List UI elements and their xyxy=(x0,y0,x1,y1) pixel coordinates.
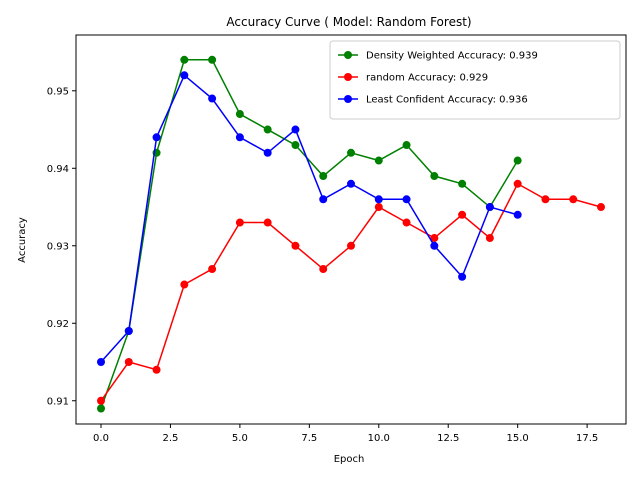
plot-area-frame xyxy=(75,34,627,425)
y-tick-label: 0.93 xyxy=(47,241,69,252)
y-tick-label: 0.95 xyxy=(47,86,69,97)
y-tick-label: 0.91 xyxy=(47,396,69,407)
data-point xyxy=(541,195,550,204)
x-tick-label: 7.5 xyxy=(301,433,317,444)
x-tick-label: 15.0 xyxy=(507,433,529,444)
data-point xyxy=(374,203,383,212)
data-point xyxy=(97,396,105,405)
data-point xyxy=(291,241,300,250)
legend-marker-swatch xyxy=(344,73,352,81)
series-line xyxy=(100,182,602,402)
data-point xyxy=(458,272,467,281)
legend-entry-label: Density Weighted Accuracy: 0.939 xyxy=(366,51,538,62)
legend-marker-swatch xyxy=(344,51,352,59)
x-axis-label: Epoch xyxy=(334,454,365,465)
data-point xyxy=(374,195,383,204)
data-point xyxy=(152,133,161,142)
data-point xyxy=(319,265,328,274)
data-point xyxy=(402,141,411,150)
data-point xyxy=(402,195,411,204)
legend-entry-label: Least Confident Accuracy: 0.936 xyxy=(366,95,528,106)
data-point xyxy=(180,71,189,80)
data-point xyxy=(513,179,522,188)
y-tick-label: 0.94 xyxy=(47,164,69,175)
data-point xyxy=(291,141,300,150)
data-point xyxy=(458,210,467,219)
series-line xyxy=(100,74,518,363)
data-point xyxy=(263,218,272,227)
data-point xyxy=(152,365,161,374)
data-point xyxy=(374,156,383,165)
legend-entry-label: random Accuracy: 0.929 xyxy=(366,73,488,84)
data-point xyxy=(513,210,522,219)
axis-ticks: 0.0 2.5 5.0 7.5 10.0 12.5 15.0 17.5 0.91 0.92 0.93… xyxy=(47,86,599,444)
legend: Density Weighted Accuracy: 0.939 random A… xyxy=(329,40,621,120)
plot-series xyxy=(97,55,605,413)
data-point xyxy=(430,172,439,181)
data-point xyxy=(263,148,272,157)
data-point xyxy=(347,241,355,250)
data-point xyxy=(458,179,467,188)
data-point xyxy=(208,94,217,103)
series-2 xyxy=(97,71,522,367)
data-point xyxy=(124,358,133,367)
x-tick-label: 0.0 xyxy=(93,433,109,444)
data-point xyxy=(235,218,244,227)
data-point xyxy=(430,234,439,243)
data-point xyxy=(235,110,244,119)
data-point xyxy=(124,327,133,336)
x-tick-label: 17.5 xyxy=(576,433,598,444)
data-point xyxy=(319,172,328,181)
y-tick-label: 0.92 xyxy=(47,319,69,330)
data-point xyxy=(402,218,411,227)
data-point xyxy=(347,148,355,157)
data-point xyxy=(485,203,494,212)
data-point xyxy=(347,179,355,188)
data-point xyxy=(291,125,300,134)
data-point xyxy=(569,195,578,204)
data-point xyxy=(513,156,522,165)
x-tick-label: 10.0 xyxy=(368,433,390,444)
series-1 xyxy=(97,179,605,405)
chart-title: Accuracy Curve ( Model: Random Forest) xyxy=(226,15,471,29)
data-point xyxy=(597,203,605,212)
data-point xyxy=(485,234,494,243)
data-point xyxy=(208,265,217,274)
data-point xyxy=(430,241,439,250)
data-point xyxy=(319,195,328,204)
data-point xyxy=(97,404,105,413)
x-tick-label: 12.5 xyxy=(437,433,459,444)
x-tick-label: 5.0 xyxy=(232,433,248,444)
data-point xyxy=(180,55,189,64)
data-point xyxy=(235,133,244,142)
legend-marker-swatch xyxy=(344,95,352,103)
x-tick-label: 2.5 xyxy=(162,433,178,444)
legend-box xyxy=(329,40,621,120)
y-axis-label: Accuracy xyxy=(17,217,28,263)
data-point xyxy=(263,125,272,134)
data-point xyxy=(180,280,189,289)
data-point xyxy=(208,55,217,64)
data-point xyxy=(97,358,105,367)
